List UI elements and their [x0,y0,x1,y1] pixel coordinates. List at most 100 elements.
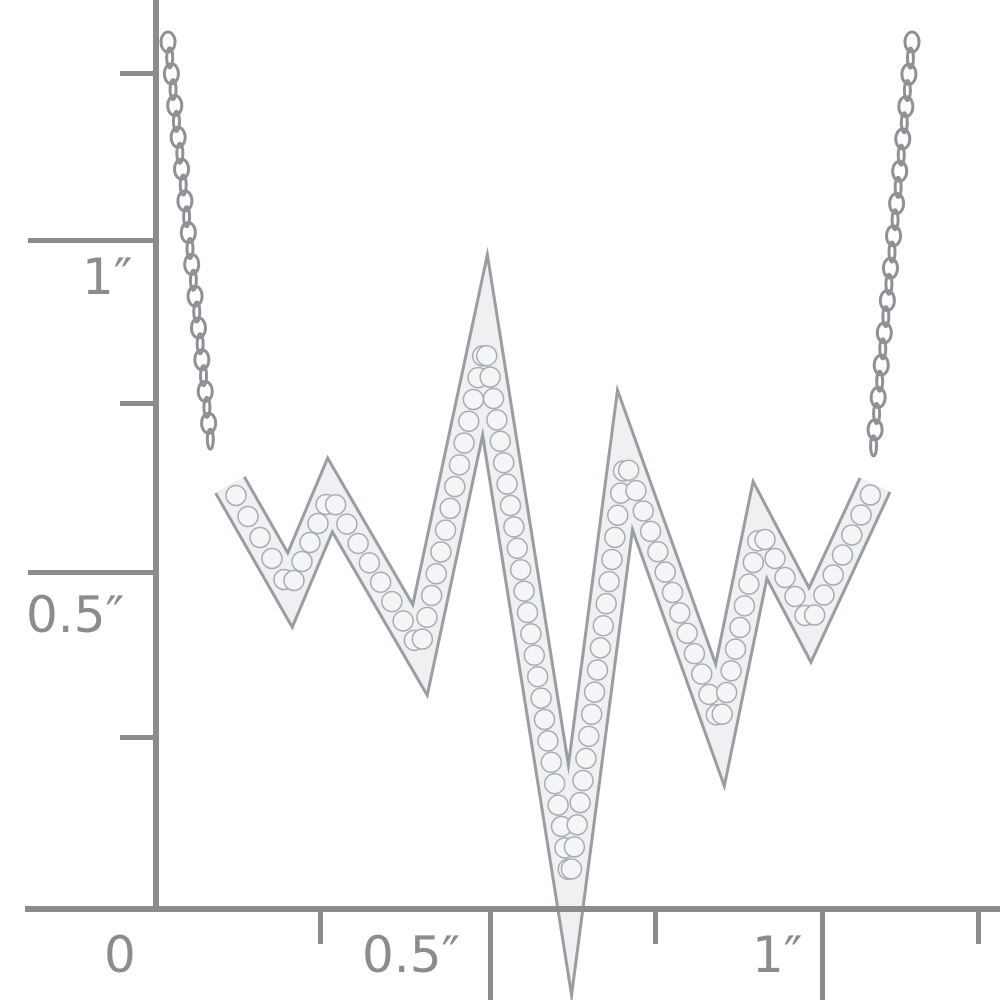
ruler-tick [976,912,981,944]
stone [533,708,556,731]
stone [598,570,620,593]
chain [159,30,921,458]
stone [604,526,626,549]
stone [283,569,305,592]
chain-link [893,175,903,199]
stone [632,500,655,522]
stone [724,638,747,660]
chain-link [899,111,909,135]
stone [774,566,796,589]
ruler-tick [28,570,155,575]
chain-link [202,395,212,419]
ruler-horizontal [25,906,1000,912]
stone [595,592,617,615]
stone [729,616,751,639]
stone [715,681,738,704]
stone [475,344,498,367]
stone [482,387,505,410]
stone [462,388,485,411]
stone [381,590,403,613]
stone [530,687,552,709]
chain-link [165,46,175,70]
ruler-label-half-in-vertical: 0.5″ [26,586,125,644]
stone [506,537,529,560]
stone [496,473,518,495]
chain-link [168,78,178,102]
stone [583,681,606,703]
stone [566,813,588,836]
ruler-label-1in-horizontal: 1″ [752,926,803,984]
stone [526,665,549,688]
stone [513,580,535,602]
chain-link [887,240,897,264]
stone [509,558,532,581]
ruler-tick [120,401,155,406]
stone [607,504,629,527]
stone [676,622,698,645]
stone [458,410,480,432]
stone [543,772,566,795]
chain-link [878,337,888,361]
stone [733,595,756,617]
stone [572,769,594,792]
chain-link [195,332,205,356]
stone [661,581,684,604]
chain-link [171,109,181,133]
stone [540,751,563,774]
chain-link [890,208,900,232]
stone [859,484,882,506]
stone [850,504,872,526]
stone [369,571,392,593]
stone [669,602,691,624]
stone [547,794,569,816]
stone [738,573,760,595]
stone [831,544,854,566]
stone [841,524,863,546]
stone [499,494,522,517]
stone [291,550,313,573]
stone [520,623,542,645]
stone [754,528,776,551]
pendant-zigzag [214,246,892,1000]
stone [416,606,438,629]
stone [324,493,347,516]
chain-link [175,141,185,165]
stone [420,584,443,607]
chain-link [869,434,879,458]
ruler-tick [318,912,323,944]
ruler-vertical [153,0,159,912]
stone [803,604,826,626]
stone [347,532,369,555]
stone [580,703,603,725]
chain-link [188,268,198,292]
stone [299,531,321,554]
stone [764,547,786,570]
stone [411,628,434,650]
ruler-tick [120,71,155,76]
stone [639,520,662,543]
chain-link [896,143,906,167]
chain-link [182,205,192,229]
chain-link [205,427,215,451]
stone [654,561,676,583]
stone [683,642,706,665]
stone [578,725,600,748]
stone [358,552,381,574]
chain-link [178,173,188,197]
stone [430,541,452,563]
stone [601,548,623,571]
stone [237,505,259,528]
chain-link [905,46,915,70]
ruler-label-half-in-horizontal: 0.5″ [362,926,461,984]
stone [523,644,546,667]
stone [563,836,586,858]
stone [448,454,471,476]
stone [434,519,457,541]
ruler-tick [653,912,658,944]
stones [225,344,882,881]
stone [492,451,515,474]
ruler-tick [120,735,155,740]
stone [560,858,583,880]
stone [586,659,609,681]
stone [813,584,835,606]
